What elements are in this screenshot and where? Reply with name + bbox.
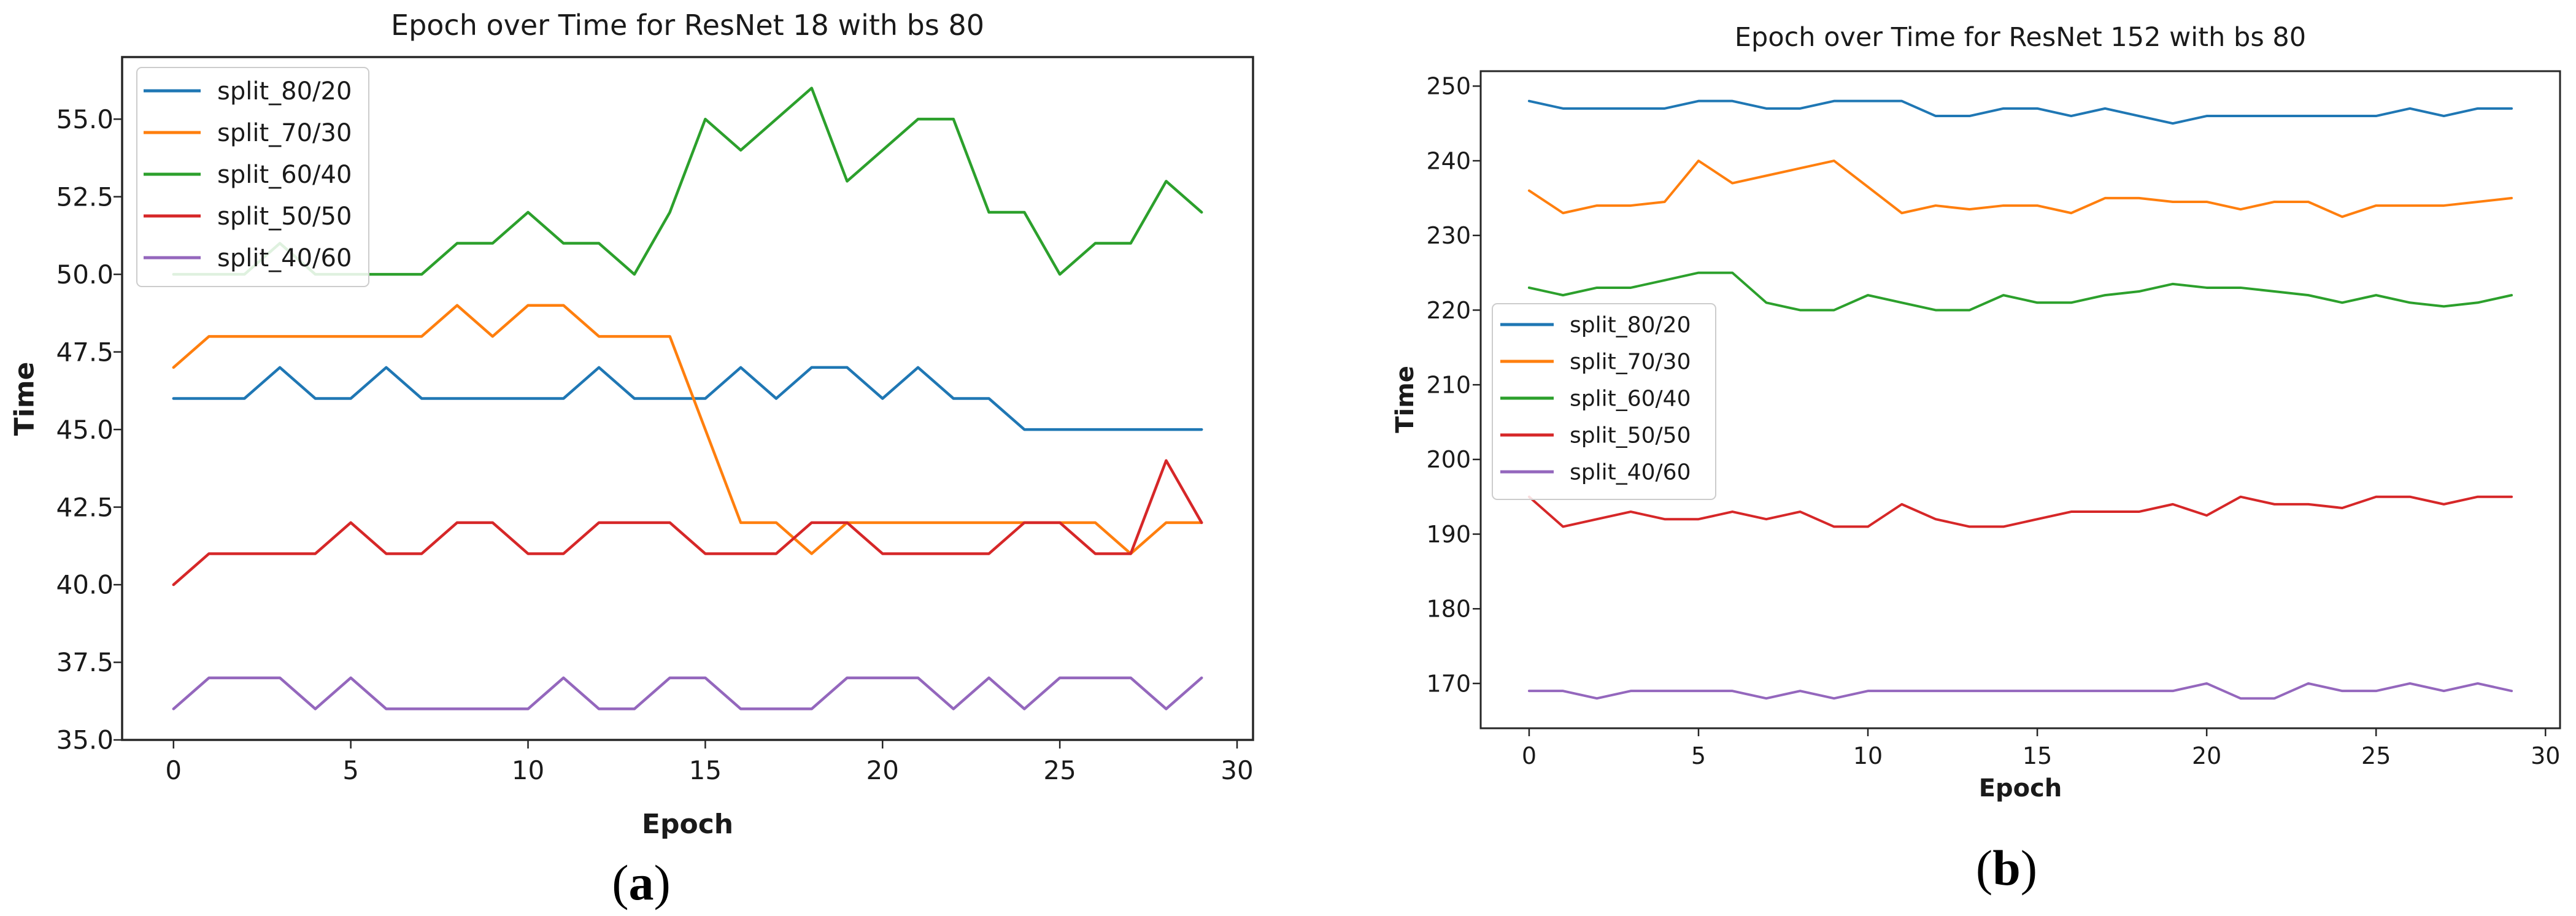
x-tick-label: 5 (1691, 742, 1706, 769)
x-tick-label: 20 (2192, 742, 2221, 769)
legend-label: split_50/50 (1570, 423, 1691, 448)
x-tick-label: 15 (689, 755, 722, 785)
x-tick-label: 25 (1043, 755, 1076, 785)
legend-box (1492, 303, 1716, 500)
series-line-split_60/40 (1527, 271, 2513, 312)
y-tick-label: 35.0 (56, 725, 114, 755)
legend-label: split_60/40 (217, 161, 352, 189)
y-tick-label: 52.5 (56, 182, 114, 212)
y-tick-label: 200 (1426, 446, 1471, 473)
y-axis-label-a: Time (9, 361, 40, 436)
series-line-split_50/50 (172, 459, 1203, 587)
y-tick-label: 47.5 (56, 337, 114, 367)
x-axis-label-b: Epoch (1978, 774, 2062, 802)
legend-label: split_40/60 (1570, 460, 1691, 485)
y-tick-label: 55.0 (56, 104, 114, 134)
x-tick-label: 10 (1853, 742, 1883, 769)
y-tick-label: 50.0 (56, 260, 114, 290)
y-tick-label: 230 (1426, 222, 1471, 249)
y-tick-label: 220 (1426, 297, 1471, 324)
x-tick-label: 10 (512, 755, 544, 785)
plot-svg-a: 0 5 10 15 20 25 30 35.0 37.5 40.0 42.5 45.0 47.5 50.0… (56, 56, 1254, 785)
y-tick-label: 42.5 (56, 492, 114, 522)
plot-border (121, 56, 1254, 741)
y-tick-label: 40.0 (56, 570, 114, 600)
legend-box (136, 67, 369, 287)
x-tick-label: 30 (1221, 755, 1253, 785)
x-tick-label: 25 (2361, 742, 2391, 769)
figure-a: 0 5 10 15 20 25 30 35.0 37.5 40.0 42.5 45.0 47.5 50.0… (0, 0, 1287, 916)
y-axis-label-b: Time (1391, 366, 1419, 433)
chart-title-b: Epoch over Time for ResNet 152 with bs 8… (1734, 22, 2307, 53)
x-axis-label-a: Epoch (641, 809, 734, 840)
caption-b: (b) (1975, 840, 2038, 896)
caption-a: (a) (612, 855, 671, 910)
series-line-split_80/20 (1527, 99, 2513, 125)
series-line-split_50/50 (1527, 495, 2513, 528)
x-tick-label: 0 (1522, 742, 1537, 769)
x-tick-label: 20 (866, 755, 899, 785)
series-line-split_70/30 (1527, 160, 2513, 218)
x-tick-label: 0 (165, 755, 182, 785)
legend-label: split_60/40 (1570, 387, 1691, 412)
legend-label: split_70/30 (217, 119, 352, 147)
legend-label: split_40/60 (217, 244, 352, 272)
y-tick-label: 240 (1426, 147, 1471, 174)
legend-label: split_80/20 (1570, 313, 1691, 338)
y-tick-label: 190 (1426, 521, 1471, 548)
series-line-split_40/60 (1527, 682, 2513, 700)
series-line-split_80/20 (172, 366, 1203, 431)
y-tick-label: 250 (1426, 73, 1471, 100)
legend-label: split_50/50 (217, 202, 352, 231)
y-tick-label: 45.0 (56, 415, 114, 445)
plot-svg-b: 0 5 10 15 20 25 30 170 180 190 200 210 220 230 240 250 s… (1426, 70, 2561, 769)
x-tick-label: 30 (2531, 742, 2560, 769)
x-tick-label: 15 (2023, 742, 2052, 769)
y-tick-label: 37.5 (56, 647, 114, 677)
series-line-split_40/60 (172, 676, 1203, 710)
legend-label: split_70/30 (1570, 350, 1691, 375)
legend-label: split_80/20 (217, 77, 352, 106)
x-tick-label: 5 (342, 755, 359, 785)
figure-b: 0 5 10 15 20 25 30 170 180 190 200 210 220 230 240 250 s… (1287, 0, 2576, 916)
y-tick-label: 180 (1426, 596, 1471, 623)
y-tick-label: 170 (1426, 670, 1471, 697)
chart-title-a: Epoch over Time for ResNet 18 with bs 80 (391, 9, 984, 42)
y-tick-label: 210 (1426, 371, 1471, 398)
plot-border (1479, 70, 2561, 729)
